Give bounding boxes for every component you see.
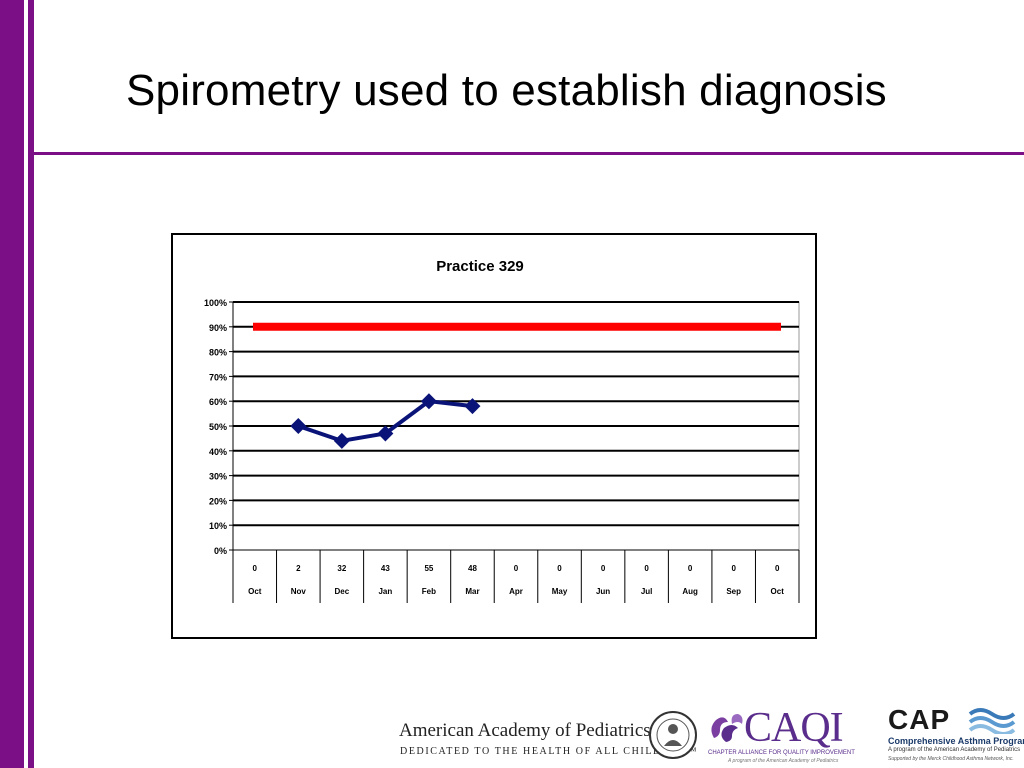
x-tick-label: Jan	[378, 587, 392, 596]
x-count-label: 2	[296, 564, 301, 573]
x-count-label: 48	[468, 564, 477, 573]
data-point	[420, 393, 437, 410]
x-tick-label: Dec	[335, 587, 350, 596]
caqi-logo-name: CAQI	[744, 705, 844, 751]
cap-logo-note: A program of the American Academy of Ped…	[888, 747, 1021, 753]
footer-logos: American Academy of Pediatrics DEDICATED…	[0, 700, 1024, 768]
y-tick-label: 20%	[209, 496, 227, 506]
x-count-label: 0	[557, 564, 562, 573]
x-count-label: 0	[775, 564, 780, 573]
x-tick-label: Jun	[596, 587, 610, 596]
cap-waves-icon	[968, 708, 1016, 734]
y-tick-label: 50%	[209, 422, 227, 432]
x-tick-label: Mar	[465, 587, 479, 596]
caqi-logo-subtitle: CHAPTER ALLIANCE FOR QUALITY IMPROVEMENT	[708, 750, 855, 756]
cap-logo-sponsor: Supported by the Merck Childhood Asthma …	[888, 756, 1014, 762]
slide-title: Spirometry used to establish diagnosis	[126, 66, 887, 115]
x-tick-label: Feb	[422, 587, 436, 596]
x-count-label: 0	[514, 564, 519, 573]
x-count-label: 0	[731, 564, 736, 573]
x-tick-label: Jul	[641, 587, 653, 596]
x-tick-label: Oct	[248, 587, 262, 596]
left-accent-bar	[0, 0, 24, 768]
y-tick-label: 70%	[209, 372, 227, 382]
data-point	[464, 398, 481, 415]
x-count-label: 0	[601, 564, 606, 573]
x-count-label: 55	[424, 564, 433, 573]
y-tick-label: 100%	[204, 298, 227, 308]
x-tick-label: Nov	[291, 587, 307, 596]
y-tick-label: 80%	[209, 348, 227, 358]
caqi-swirl-icon	[711, 714, 743, 742]
x-tick-label: May	[552, 587, 568, 596]
data-point	[290, 418, 307, 434]
x-tick-label: Sep	[726, 587, 741, 596]
x-count-label: 32	[337, 564, 346, 573]
x-tick-label: Aug	[682, 587, 698, 596]
y-tick-label: 60%	[209, 397, 227, 407]
y-tick-label: 10%	[209, 521, 227, 531]
chart-title: Practice 329	[436, 258, 524, 275]
left-accent-stripe	[28, 0, 34, 768]
caqi-logo-note: A program of the American Academy of Ped…	[728, 758, 839, 764]
line-chart: Practice 329 0% 10% 20% 30% 40% 50% 60% 70% 80% 90…	[204, 258, 800, 603]
x-count-label: 0	[688, 564, 693, 573]
x-count-label: 0	[644, 564, 649, 573]
x-count-label: 43	[381, 564, 390, 573]
x-tick-label: Oct	[771, 587, 785, 596]
chart-container: Practice 329 0% 10% 20% 30% 40% 50% 60% 70% 80% 90…	[171, 233, 817, 639]
data-point	[377, 425, 394, 442]
cap-logo-subtitle: Comprehensive Asthma Program	[888, 736, 1024, 746]
y-tick-label: 40%	[209, 447, 227, 457]
y-tick-label: 90%	[209, 323, 227, 333]
aap-logo-name: American Academy of Pediatrics	[399, 720, 651, 741]
cap-logo-name: CAP	[888, 704, 951, 735]
x-tick-label: Apr	[509, 587, 523, 596]
title-divider	[34, 152, 1024, 155]
aap-logo-tagline: DEDICATED TO THE HEALTH OF ALL CHILDREN™	[400, 746, 699, 757]
aap-seal-icon	[649, 711, 697, 759]
x-count-label: 0	[253, 564, 258, 573]
y-tick-label: 0%	[214, 546, 227, 556]
data-point	[333, 432, 350, 449]
y-tick-label: 30%	[209, 472, 227, 482]
